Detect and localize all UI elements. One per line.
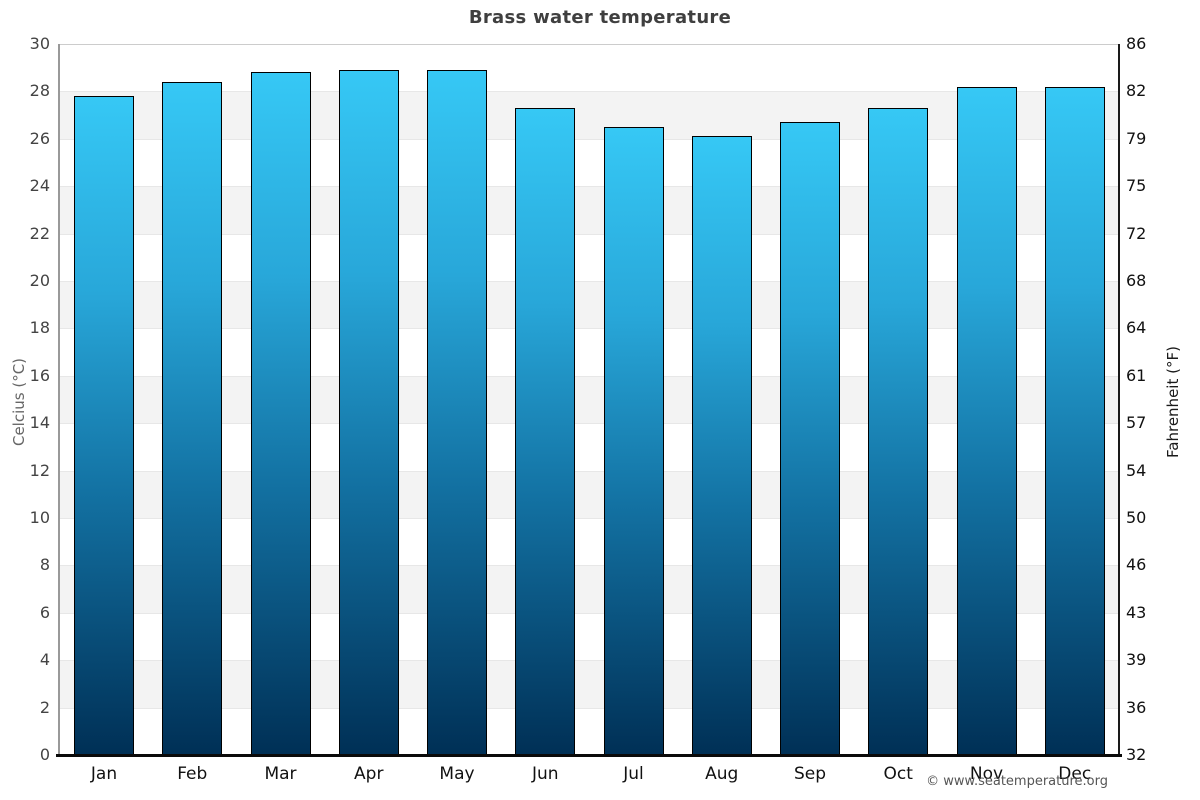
bar-may — [427, 70, 488, 755]
plot-band — [60, 470, 1119, 518]
gridline — [60, 518, 1119, 519]
y-tick-label-fahrenheit: 54 — [1126, 460, 1147, 480]
y-axis-line-left — [58, 44, 60, 755]
y-tick-label-celsius: 0 — [39, 745, 50, 764]
x-tick-label-dec: Dec — [1058, 764, 1092, 784]
y-axis-label-celsius: Celcius (°C) — [10, 357, 28, 447]
gridline — [60, 612, 1119, 614]
plot-band — [60, 44, 1119, 92]
x-tick-label-may: May — [439, 764, 475, 784]
gridline — [60, 565, 1119, 567]
y-tick-label-fahrenheit: 75 — [1126, 176, 1147, 196]
plot-band — [60, 612, 1119, 661]
bar-dec — [1044, 86, 1105, 755]
gridline — [60, 660, 1119, 662]
y-tick-label-fahrenheit: 61 — [1126, 365, 1147, 385]
bar-feb — [162, 81, 223, 755]
chart-title: Brass water temperature — [468, 7, 732, 28]
y-tick-label-fahrenheit: 64 — [1126, 318, 1147, 338]
y-tick-label-celsius: 6 — [39, 602, 50, 622]
y-tick-label-celsius: 8 — [39, 555, 50, 575]
x-tick-label-mar: Mar — [264, 764, 297, 784]
bar-jun — [515, 107, 576, 755]
bar-mar — [250, 72, 311, 755]
y-tick-label-fahrenheit: 36 — [1126, 697, 1147, 717]
y-tick-label-celsius: 16 — [29, 365, 50, 385]
y-axis-label-fahrenheit: Fahrenheit (°F) — [1164, 346, 1182, 458]
y-tick-label-celsius: 22 — [29, 223, 50, 243]
y-axis-line-right — [1118, 44, 1120, 755]
plot-band — [60, 518, 1119, 566]
y-tick-label-celsius: 26 — [29, 128, 50, 148]
gridline — [60, 470, 1119, 472]
x-tick-label-oct: Oct — [883, 764, 913, 784]
y-tick-label-fahrenheit: 86 — [1126, 34, 1147, 53]
x-tick-label-apr: Apr — [354, 764, 384, 784]
x-tick-label-sep: Sep — [793, 764, 827, 784]
y-tick-label-fahrenheit: 46 — [1126, 555, 1147, 575]
y-tick-label-fahrenheit: 39 — [1126, 650, 1147, 670]
plot-area — [60, 44, 1119, 755]
plot-band — [60, 423, 1119, 471]
y-tick-label-fahrenheit: 72 — [1126, 223, 1147, 243]
y-tick-label-fahrenheit: 82 — [1126, 81, 1147, 101]
gridline — [60, 328, 1119, 330]
plot-band — [60, 138, 1119, 187]
x-tick-label-aug: Aug — [705, 764, 739, 784]
y-tick-label-celsius: 18 — [29, 318, 50, 338]
copyright-watermark: © www.seatemperature.org — [926, 774, 1108, 789]
bar-nov — [956, 86, 1017, 755]
plot-band — [60, 91, 1119, 139]
y-tick-label-fahrenheit: 57 — [1126, 413, 1147, 433]
gridline — [60, 423, 1119, 425]
x-tick-label-jun: Jun — [531, 764, 559, 784]
gridline — [60, 186, 1119, 188]
gridline — [60, 44, 1119, 45]
plot-band — [60, 707, 1119, 755]
x-tick-label-jul: Jul — [623, 764, 644, 784]
bar-jan — [74, 96, 135, 755]
gridline — [60, 233, 1119, 235]
plot-band — [60, 281, 1119, 329]
bar-aug — [691, 136, 752, 755]
gridline — [60, 707, 1119, 709]
y-tick-label-celsius: 12 — [29, 460, 50, 480]
y-tick-label-celsius: 20 — [29, 271, 50, 290]
plot-band — [60, 186, 1119, 234]
y-tick-label-fahrenheit: 43 — [1126, 602, 1147, 622]
y-tick-label-celsius: 2 — [39, 697, 50, 717]
y-tick-label-celsius: 10 — [29, 508, 50, 527]
bar-apr — [338, 70, 399, 755]
y-tick-label-celsius: 28 — [29, 81, 50, 101]
gridline — [60, 138, 1119, 140]
plot-band — [60, 565, 1119, 613]
plot-band — [60, 233, 1119, 281]
y-tick-label-celsius: 14 — [29, 413, 50, 433]
y-tick-label-celsius: 24 — [29, 176, 50, 196]
plot-band — [60, 660, 1119, 708]
bar-oct — [868, 107, 929, 755]
x-axis-line — [56, 754, 1122, 757]
x-tick-label-feb: Feb — [177, 764, 208, 784]
y-tick-label-celsius: 30 — [29, 34, 50, 53]
gridline — [60, 375, 1119, 377]
x-tick-label-jan: Jan — [90, 764, 118, 784]
y-tick-label-fahrenheit: 32 — [1126, 745, 1147, 764]
plot-band — [60, 375, 1119, 424]
gridline — [60, 281, 1119, 282]
y-tick-label-fahrenheit: 79 — [1126, 128, 1147, 148]
x-tick-label-nov: Nov — [969, 764, 1004, 784]
plot-band — [60, 328, 1119, 376]
y-tick-label-fahrenheit: 50 — [1126, 508, 1147, 527]
y-tick-label-fahrenheit: 68 — [1126, 271, 1147, 290]
y-tick-label-celsius: 4 — [39, 650, 50, 670]
bar-jul — [603, 126, 664, 755]
gridline — [60, 91, 1119, 93]
bar-sep — [780, 122, 841, 755]
